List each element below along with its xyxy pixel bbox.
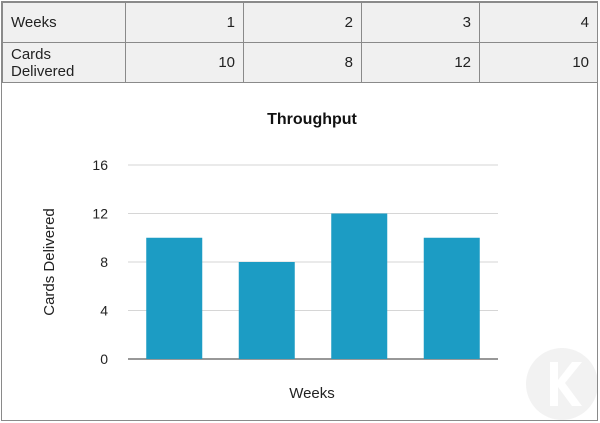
y-tick-label: 4	[100, 303, 108, 319]
x-axis-label: Weeks	[289, 385, 335, 402]
table-cell: 2	[243, 2, 362, 43]
y-tick-labels: 0 4 8 12 16	[92, 157, 108, 367]
bars	[146, 213, 480, 359]
k-logo-icon	[526, 348, 597, 420]
throughput-chart: Throughput 0 4 8 12 16 Weeks Cards Delivered	[41, 111, 597, 420]
data-table: Weeks 1 2 3 4 Cards Delivered 10 8 12 10	[2, 2, 598, 83]
y-tick-label: 16	[92, 157, 108, 173]
y-tick-label: 12	[92, 206, 108, 222]
chart-title: Throughput	[267, 111, 357, 128]
y-tick-label: 0	[100, 351, 108, 367]
row-header-weeks: Weeks	[2, 2, 126, 43]
bar-week-1	[146, 237, 203, 359]
table-row: Weeks 1 2 3 4	[2, 2, 598, 43]
table-cell: 10	[125, 42, 244, 83]
table-cell: 4	[479, 2, 598, 43]
table-cell: 12	[361, 42, 480, 83]
table-cell: 10	[479, 42, 598, 83]
y-tick-label: 8	[100, 254, 108, 270]
row-header-cards-delivered: Cards Delivered	[2, 42, 126, 83]
y-axis-label: Cards Delivered	[41, 208, 58, 316]
bar-week-3	[331, 213, 388, 359]
bar-week-2	[238, 262, 295, 359]
table-row: Cards Delivered 10 8 12 10	[2, 42, 598, 83]
table-cell: 8	[243, 42, 362, 83]
table-cell: 3	[361, 2, 480, 43]
bar-week-4	[423, 237, 480, 359]
